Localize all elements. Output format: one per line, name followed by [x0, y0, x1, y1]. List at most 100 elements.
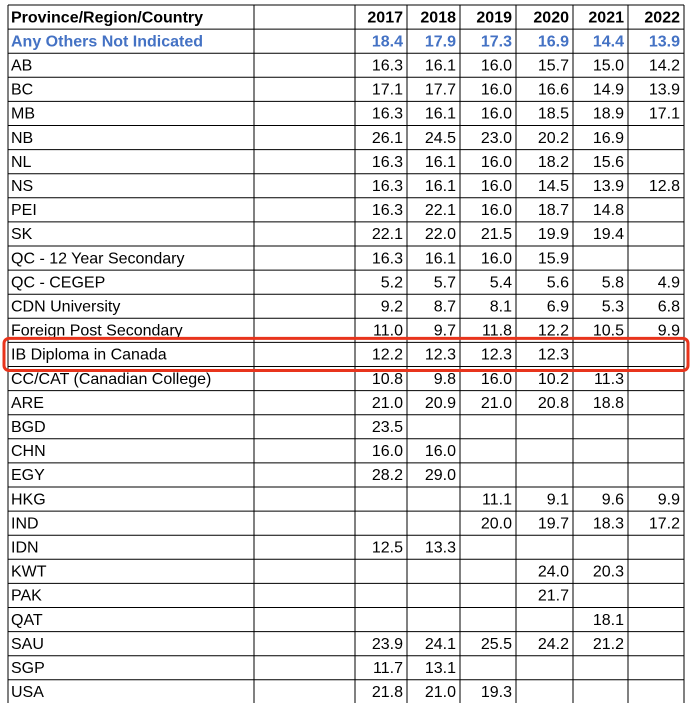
cell-value: 14.9 — [593, 82, 624, 99]
row-label: IB Diploma in Canada — [11, 347, 167, 364]
cell-value: 21.0 — [372, 395, 403, 412]
cell-value: 16.9 — [538, 33, 569, 50]
row-label: SAU — [11, 636, 44, 653]
cell-value: 16.3 — [372, 106, 403, 123]
cell-value: 9.2 — [381, 298, 403, 315]
cell-value: 15.9 — [538, 250, 569, 267]
cell-value: 16.1 — [425, 106, 456, 123]
header-cell: 2021 — [588, 9, 624, 26]
cell-value: 12.2 — [372, 347, 403, 364]
row-label: IDN — [11, 539, 39, 556]
cell-value: 19.3 — [481, 684, 512, 701]
row-label: EGY — [11, 467, 45, 484]
cell-value: 10.8 — [372, 371, 403, 388]
header-cell: 2022 — [644, 9, 680, 26]
cell-value: 19.9 — [538, 226, 569, 243]
row-label: HKG — [11, 491, 46, 508]
cell-value: 16.3 — [372, 178, 403, 195]
cell-value: 5.2 — [381, 274, 403, 291]
cell-value: 17.2 — [649, 515, 680, 532]
row-label: Any Others Not Indicated — [11, 33, 203, 50]
cell-value: 16.3 — [372, 250, 403, 267]
cell-value: 29.0 — [425, 467, 456, 484]
cell-value: 6.8 — [658, 298, 680, 315]
cell-value: 5.6 — [547, 274, 569, 291]
cell-value: 5.7 — [434, 274, 456, 291]
cell-value: 16.0 — [481, 57, 512, 74]
cell-value: 12.5 — [372, 539, 403, 556]
cell-value: 16.0 — [481, 178, 512, 195]
row-label: NL — [11, 154, 32, 171]
cell-value: 16.0 — [481, 371, 512, 388]
cell-value: 16.3 — [372, 57, 403, 74]
row-label: CC/CAT (Canadian College) — [11, 371, 211, 388]
cell-value: 9.9 — [658, 323, 680, 340]
cell-value: 12.3 — [481, 347, 512, 364]
cell-value: 12.2 — [538, 323, 569, 340]
cell-value: 11.3 — [594, 371, 624, 388]
cell-value: 18.1 — [593, 612, 624, 629]
cell-value: 11.8 — [482, 323, 512, 340]
cell-value: 23.5 — [372, 419, 403, 436]
highlight-box — [2, 336, 690, 372]
cell-value: 16.0 — [481, 154, 512, 171]
row-label: BGD — [11, 419, 46, 436]
cell-value: 28.2 — [372, 467, 403, 484]
header-cell: Province/Region/Country — [11, 9, 203, 26]
cell-value: 14.5 — [538, 178, 569, 195]
cell-value: 9.1 — [547, 491, 569, 508]
cell-value: 16.0 — [481, 250, 512, 267]
cell-value: 14.8 — [593, 202, 624, 219]
cell-value: 10.2 — [538, 371, 569, 388]
row-label: SGP — [11, 660, 45, 677]
row-label: QAT — [11, 612, 43, 629]
row-label: QC - 12 Year Secondary — [11, 250, 184, 267]
cell-value: 24.0 — [538, 564, 569, 581]
cell-value: 8.1 — [490, 298, 512, 315]
row-label: BC — [11, 82, 33, 99]
cell-value: 20.9 — [425, 395, 456, 412]
cell-value: 5.4 — [490, 274, 512, 291]
cell-value: 17.1 — [372, 82, 403, 99]
cell-value: 17.9 — [425, 33, 456, 50]
cell-value: 4.9 — [658, 274, 680, 291]
cell-value: 22.1 — [372, 226, 403, 243]
cell-value: 22.1 — [425, 202, 456, 219]
cell-value: 23.9 — [372, 636, 403, 653]
row-label: IND — [11, 515, 39, 532]
cell-value: 16.6 — [538, 82, 569, 99]
cell-value: 20.8 — [538, 395, 569, 412]
cell-value: 10.5 — [593, 323, 624, 340]
cell-value: 9.6 — [602, 491, 624, 508]
cell-value: 18.9 — [593, 106, 624, 123]
row-label: CHN — [11, 443, 46, 460]
cell-value: 11.7 — [373, 660, 403, 677]
cell-value: 23.0 — [481, 130, 512, 147]
cell-value: 5.3 — [602, 298, 624, 315]
cell-value: 26.1 — [372, 130, 403, 147]
cell-value: 17.1 — [649, 106, 680, 123]
cell-value: 18.3 — [593, 515, 624, 532]
cell-value: 15.7 — [538, 57, 569, 74]
cell-value: 16.1 — [425, 57, 456, 74]
cell-value: 20.2 — [538, 130, 569, 147]
row-label: NS — [11, 178, 33, 195]
cell-value: 15.0 — [593, 57, 624, 74]
cell-value: 16.1 — [425, 154, 456, 171]
cell-value: 9.7 — [434, 323, 456, 340]
cell-value: 18.5 — [538, 106, 569, 123]
cell-value: 21.5 — [481, 226, 512, 243]
row-label: USA — [11, 684, 44, 701]
header-cell: 2018 — [420, 9, 456, 26]
row-label: Foreign Post Secondary — [11, 323, 183, 340]
cell-value: 24.5 — [425, 130, 456, 147]
header-cell: 2019 — [476, 9, 512, 26]
cell-value: 14.4 — [593, 33, 624, 50]
cell-value: 16.0 — [481, 202, 512, 219]
cell-value: 14.2 — [649, 57, 680, 74]
header-cell: 2020 — [533, 9, 569, 26]
cell-value: 25.5 — [481, 636, 512, 653]
cell-value: 11.1 — [482, 491, 512, 508]
